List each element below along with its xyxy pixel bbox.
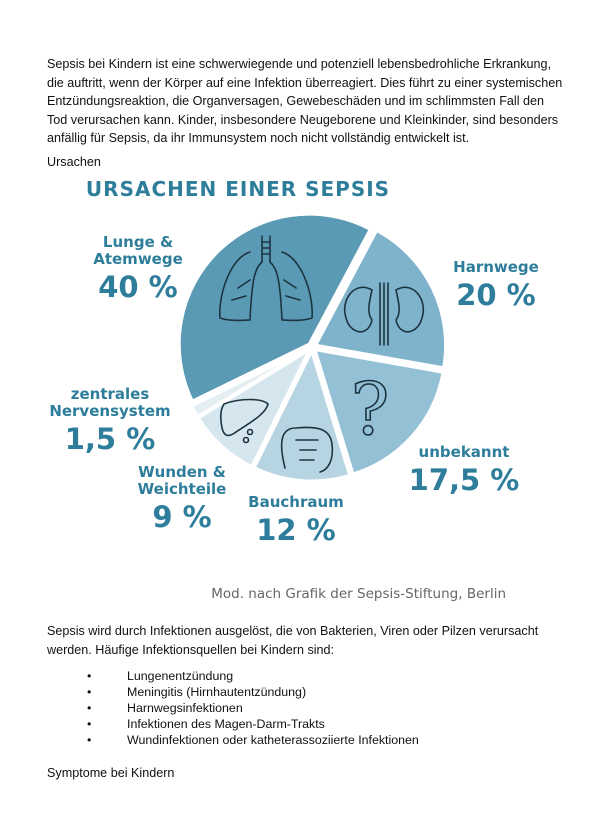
section-heading-symptoms: Symptome bei Kindern [47, 766, 175, 780]
slice-label: unbekannt [419, 443, 510, 461]
kidneys-icon [343, 282, 425, 346]
slice-label: Nervensystem [49, 402, 170, 420]
pie-slice [252, 346, 352, 483]
pie-slice [189, 347, 310, 419]
slice-percent-label: 12 % [256, 513, 336, 547]
slice-label: Harnwege [453, 258, 539, 276]
pie-slice [312, 347, 445, 476]
slice-label: zentrales [71, 385, 150, 403]
list-item: • Meningitis (Hirnhautentzündung) [87, 685, 307, 699]
slice-percent-label: 20 % [456, 278, 536, 312]
slice-label: Wunden & [138, 463, 226, 481]
list-item: • Lungenentzündung [87, 669, 234, 683]
slice-label: Weichteile [138, 480, 227, 498]
slice-percent-label: 17,5 % [409, 463, 520, 497]
slice-label: Bauchraum [248, 493, 344, 511]
intro-paragraph: Sepsis bei Kindern ist eine schwerwiegen… [47, 57, 563, 146]
list-item: • Infektionen des Magen-Darm-Trakts [87, 717, 325, 731]
chart-credit: Mod. nach Grafik der Sepsis-Stiftung, Be… [211, 586, 506, 602]
question-mark-icon: ? [351, 367, 390, 451]
list-item: • Harnwegsinfektionen [87, 701, 243, 715]
infection-sources-list: • Lungenentzündung • Meningitis (Hirnhaute… [47, 668, 419, 748]
slice-label: Lunge & [103, 233, 173, 251]
causes-paragraph: Sepsis wird durch Infektionen ausgelöst,… [47, 624, 539, 657]
slice-label: Atemwege [93, 250, 183, 268]
pie-slice [177, 212, 373, 404]
list-item: • Wundinfektionen oder katheterassoziiert… [87, 733, 419, 747]
slice-percent-label: 9 % [152, 500, 211, 534]
intestine-icon [280, 426, 334, 473]
lungs-icon [219, 235, 313, 322]
liver-icon [219, 398, 269, 444]
slice-percent-label: 1,5 % [65, 422, 156, 456]
chart-title: URSACHEN EINER SEPSIS [86, 177, 390, 201]
section-heading-causes: Ursachen [47, 155, 101, 169]
slice-percent-label: 40 % [98, 270, 178, 304]
